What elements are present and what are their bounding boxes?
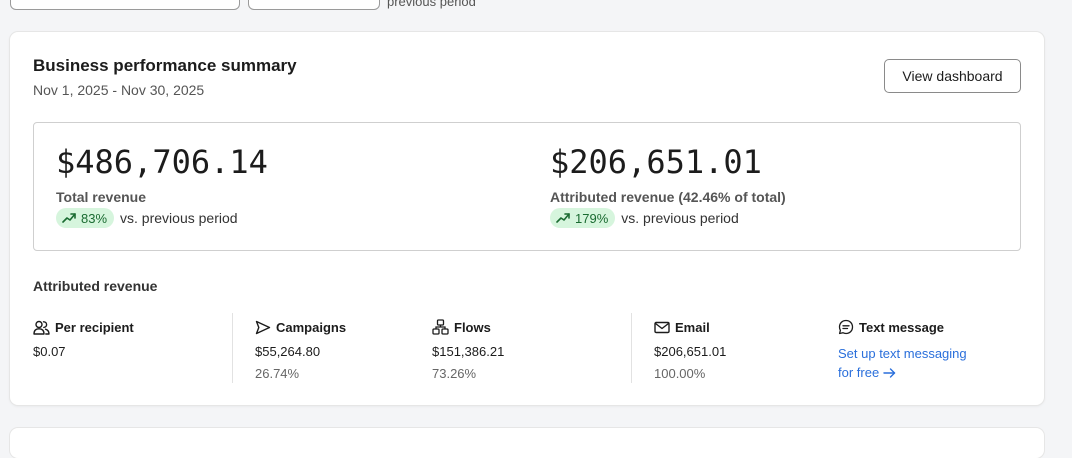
date-range: Nov 1, 2025 - Nov 30, 2025: [33, 82, 205, 98]
flows-header: Flows: [432, 319, 504, 335]
column-divider: [631, 313, 632, 383]
change-percent: 179%: [575, 210, 609, 226]
total-revenue-amount: $486,706.14: [56, 143, 268, 181]
trend-up-icon: [556, 213, 570, 223]
campaigns-column: Campaigns $55,264.80 26.74%: [255, 319, 346, 382]
flows-column: Flows $151,386.21 73.26%: [432, 319, 504, 381]
per-recipient-label: Per recipient: [55, 319, 134, 335]
email-value: $206,651.01: [654, 344, 727, 359]
campaigns-header: Campaigns: [255, 319, 346, 335]
campaigns-label: Campaigns: [276, 319, 347, 335]
link-line-2: for free: [838, 365, 880, 380]
business-performance-card: Business performance summary Nov 1, 2025…: [10, 32, 1044, 405]
arrow-right-icon: [883, 368, 896, 378]
next-card: [10, 428, 1044, 458]
column-divider: [232, 313, 233, 383]
text-message-column: Text message Set up text messaging for f…: [838, 319, 988, 382]
date-range-select[interactable]: [10, 0, 240, 10]
campaigns-value: $55,264.80: [255, 344, 321, 359]
setup-text-messaging-link[interactable]: Set up text messaging for free: [838, 344, 988, 382]
total-revenue-change: 83% vs. previous period: [56, 208, 268, 228]
attributed-revenue-amount: $206,651.01: [550, 143, 762, 181]
message-icon: [838, 319, 854, 335]
view-dashboard-button[interactable]: View dashboard: [884, 59, 1021, 93]
people-icon: [33, 320, 50, 335]
per-recipient-value: $0.07: [33, 344, 66, 359]
campaigns-percent: 26.74%: [255, 366, 300, 381]
email-column: Email $206,651.01 100.00%: [654, 319, 727, 382]
change-badge: 179%: [550, 208, 616, 228]
attributed-revenue-title: Attributed revenue: [33, 278, 158, 294]
flows-label: Flows: [454, 319, 491, 335]
attributed-revenue-metric: $206,651.01 Attributed revenue (42.46% o…: [550, 143, 786, 228]
trend-up-icon: [62, 213, 76, 223]
change-percent: 83%: [81, 210, 108, 226]
card-title: Business performance summary: [33, 56, 297, 75]
flow-icon: [432, 319, 449, 335]
flows-percent: 73.26%: [432, 366, 477, 381]
per-recipient-column: Per recipient $0.07: [33, 319, 134, 360]
email-header: Email: [654, 319, 726, 335]
link-line-1: Set up text messaging: [838, 346, 967, 361]
change-text: vs. previous period: [621, 210, 739, 226]
email-percent: 100.00%: [654, 366, 706, 381]
comparison-label: previous period: [387, 0, 476, 9]
change-badge: 83%: [56, 208, 115, 228]
comparison-select[interactable]: [248, 0, 380, 10]
per-recipient-header: Per recipient: [33, 319, 134, 335]
envelope-icon: [654, 321, 670, 333]
change-text: vs. previous period: [120, 210, 238, 226]
total-revenue-metric: $486,706.14 Total revenue 83% vs. previo…: [56, 143, 268, 228]
email-label: Email: [675, 319, 710, 335]
text-message-label: Text message: [859, 319, 945, 335]
attributed-revenue-change: 179% vs. previous period: [550, 208, 786, 228]
attributed-revenue-label: Attributed revenue (42.46% of total): [550, 189, 786, 205]
text-message-header: Text message: [838, 319, 988, 335]
send-icon: [255, 320, 271, 334]
top-controls: previous period: [0, 0, 1072, 14]
total-revenue-label: Total revenue: [56, 189, 146, 205]
flows-value: $151,386.21: [432, 344, 505, 359]
revenue-summary: $486,706.14 Total revenue 83% vs. previo…: [33, 122, 1021, 251]
